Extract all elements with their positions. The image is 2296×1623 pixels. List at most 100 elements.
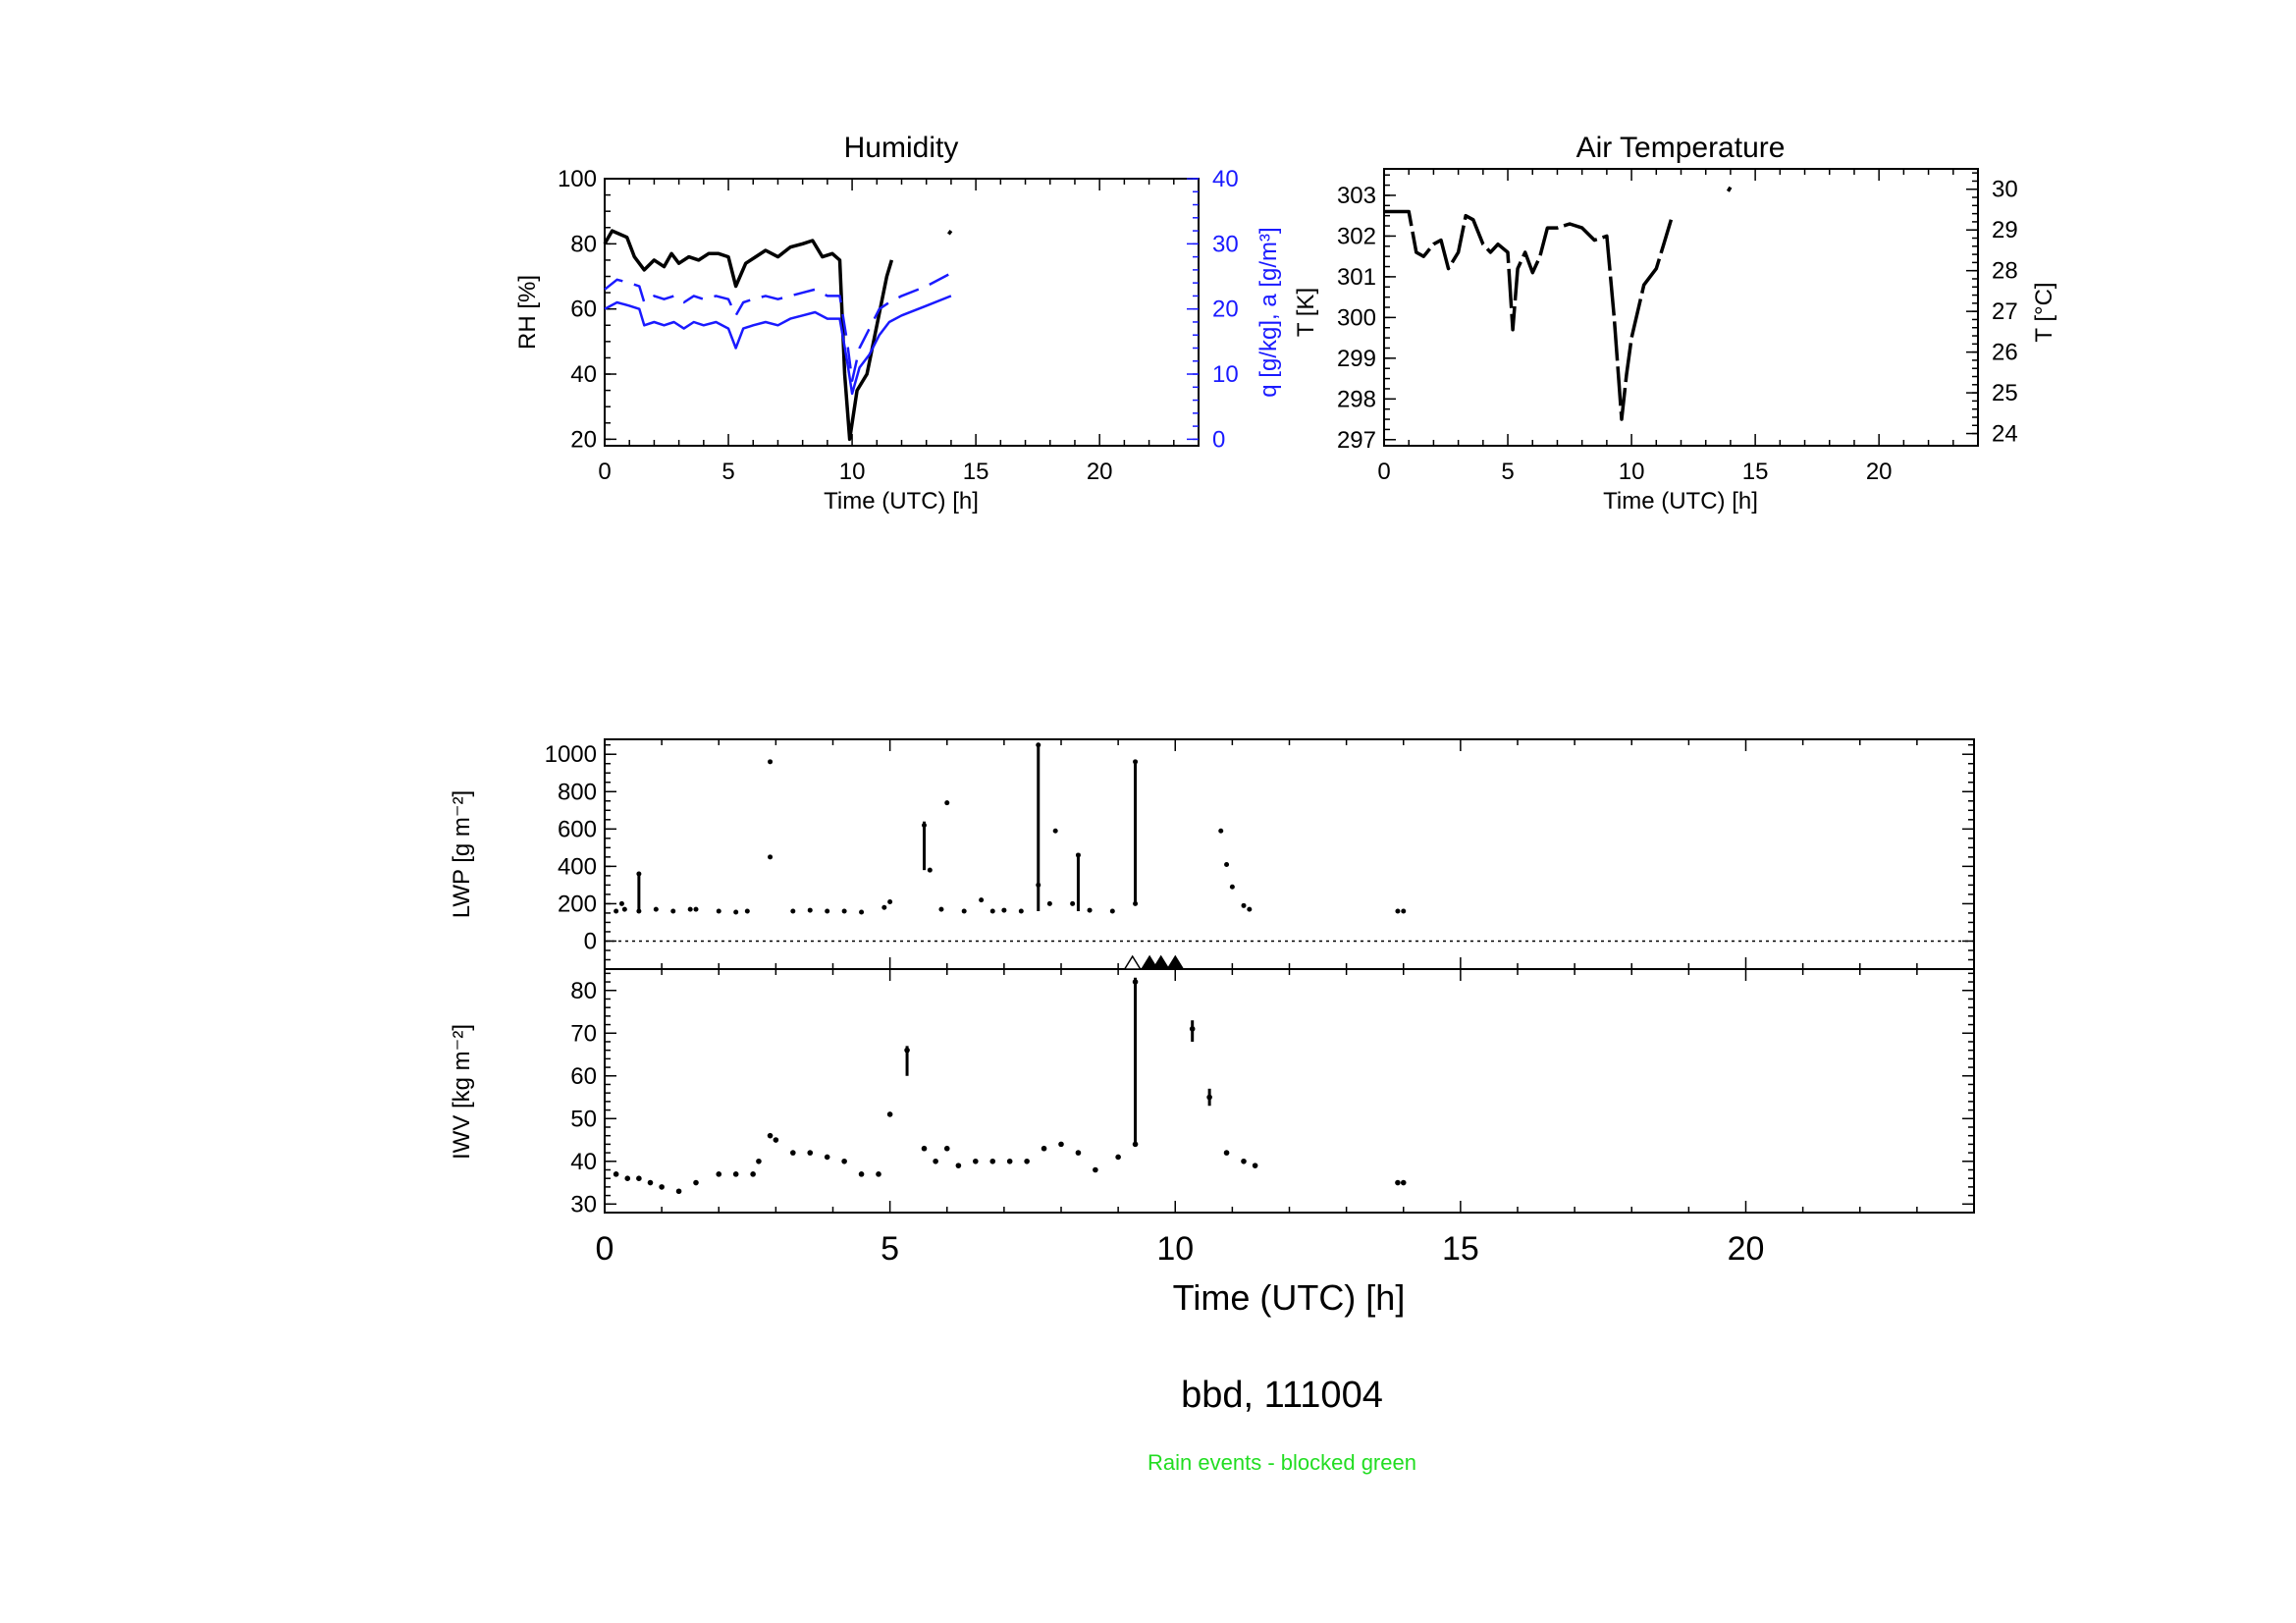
humidity-panel: Humidity Time (UTC) [h] RH [%] q [g/kg],… (514, 132, 1282, 514)
humidity-title: Humidity (844, 132, 959, 164)
lwp-point (744, 908, 750, 914)
y-tick-label: 20 (570, 426, 597, 453)
series-line-t (1384, 209, 1674, 421)
iwv-point (693, 1179, 699, 1186)
lwp-point (1224, 861, 1230, 867)
iwv-point (624, 1175, 631, 1181)
iwv-point (773, 1137, 779, 1143)
temperature-x-label: Time (UTC) [h] (1603, 488, 1758, 514)
y-right-tick-label: 30 (1992, 177, 2018, 203)
lwp-point (1001, 907, 1007, 913)
y-tick-label: 1000 (545, 741, 597, 768)
y-tick-label: 0 (584, 928, 597, 954)
temperature-x-ticks: 0 5 10 15 20 (1377, 169, 1979, 485)
iwv-point (1132, 1141, 1139, 1148)
lwp-point (1052, 828, 1058, 834)
y-tick-label: 300 (1337, 304, 1376, 331)
x-tick-label: 15 (1742, 459, 1769, 485)
series-line-rh (603, 229, 894, 442)
y-tick-label: 60 (570, 297, 597, 323)
lwp-point (733, 909, 739, 915)
y-right-tick-label: 25 (1992, 380, 2018, 406)
y-tick-label: 298 (1337, 386, 1376, 412)
iwv-point (955, 1163, 962, 1168)
x-tick-label: 20 (1866, 459, 1893, 485)
humidity-y-label: RH [%] (514, 275, 541, 350)
temperature-y-ticks: 297 298 299 300 301 302 303 (1337, 174, 1396, 454)
lwp-point (979, 897, 985, 903)
rain-events-note: Rain events - blocked green (1148, 1450, 1416, 1475)
lwp-point (825, 908, 830, 914)
y-tick-label: 80 (570, 231, 597, 257)
y-right-tick-label: 27 (1992, 298, 2018, 325)
temperature-plot-frame (1383, 168, 1979, 447)
iwv-point (1241, 1158, 1247, 1164)
iwv-point (1252, 1163, 1258, 1168)
iwv-point (659, 1184, 665, 1190)
y-tick-label: 40 (570, 361, 597, 388)
x-tick-label: 0 (598, 459, 611, 485)
lwp-plot-frame (604, 738, 1975, 970)
y-tick-label: 600 (558, 816, 597, 842)
x-tick-label: 5 (881, 1230, 899, 1268)
x-tick-label: 0 (596, 1230, 614, 1268)
iwv-point (1075, 1150, 1082, 1156)
rain-event-marker (1140, 954, 1159, 970)
y-right-tick-label: 24 (1992, 421, 2018, 448)
y-tick-label: 299 (1337, 346, 1376, 372)
lwp-point (1075, 852, 1081, 858)
lwp-point (1036, 742, 1041, 748)
iwv-panel: IWV [kg m⁻²] Time (UTC) [h] 0 5 10 15 20 30 4… (449, 954, 1975, 1318)
iwv-x-label: Time (UTC) [h] (1173, 1277, 1406, 1318)
iwv-point (841, 1158, 847, 1164)
humidity-x-label: Time (UTC) [h] (824, 488, 979, 514)
series-line-t_late (1726, 186, 1733, 192)
lwp-point (687, 906, 693, 912)
iwv-point (1395, 1179, 1401, 1186)
series-line-a (604, 295, 952, 396)
lwp-x-ticks (604, 739, 1975, 969)
x-tick-label: 5 (721, 459, 734, 485)
lwp-point (841, 908, 847, 914)
lwp-point (693, 906, 699, 912)
y-right-tick-label: 20 (1212, 297, 1239, 323)
x-tick-label: 0 (1377, 459, 1390, 485)
lwp-point (1133, 900, 1139, 906)
y-right-tick-label: 28 (1992, 258, 2018, 285)
iwv-point (824, 1154, 830, 1161)
y-tick-label: 200 (558, 891, 597, 917)
air-temperature-panel: Air Temperature Time (UTC) [h] T [K] T [… (1293, 132, 2057, 514)
temperature-y-right-label: T [°C] (2031, 282, 2057, 342)
iwv-point (943, 1145, 950, 1152)
lwp-point (614, 908, 619, 914)
y-tick-label: 50 (570, 1106, 597, 1132)
lwp-point (1046, 900, 1052, 906)
lwp-point (1218, 828, 1224, 834)
lwp-point (1133, 759, 1139, 765)
y-tick-label: 303 (1337, 183, 1376, 209)
iwv-series (613, 977, 1407, 1195)
lwp-point (1229, 884, 1235, 890)
iwv-point (886, 1111, 893, 1117)
y-tick-label: 40 (570, 1149, 597, 1175)
lwp-point (768, 759, 774, 765)
series-line-q (604, 272, 952, 382)
x-tick-label: 10 (839, 459, 866, 485)
lwp-point (1070, 900, 1076, 906)
lwp-point (927, 867, 933, 873)
iwv-point (647, 1179, 654, 1186)
iwv-point (1006, 1158, 1013, 1164)
iwv-point (1206, 1094, 1212, 1101)
lwp-point (859, 909, 865, 915)
iwv-point (973, 1158, 979, 1164)
lwp-point (621, 906, 627, 912)
y-right-tick-label: 29 (1992, 217, 2018, 243)
humidity-y-right-ticks: 0 10 20 30 40 (1187, 166, 1239, 453)
y-tick-label: 400 (558, 853, 597, 880)
iwv-point (1024, 1158, 1030, 1164)
temperature-y-label: T [K] (1293, 288, 1319, 337)
lwp-panel: LWP [g m⁻²] 0 200 400 600 800 1000 (449, 738, 1975, 970)
y-tick-label: 302 (1337, 223, 1376, 249)
iwv-point (858, 1171, 865, 1177)
x-tick-label: 15 (1442, 1230, 1479, 1268)
